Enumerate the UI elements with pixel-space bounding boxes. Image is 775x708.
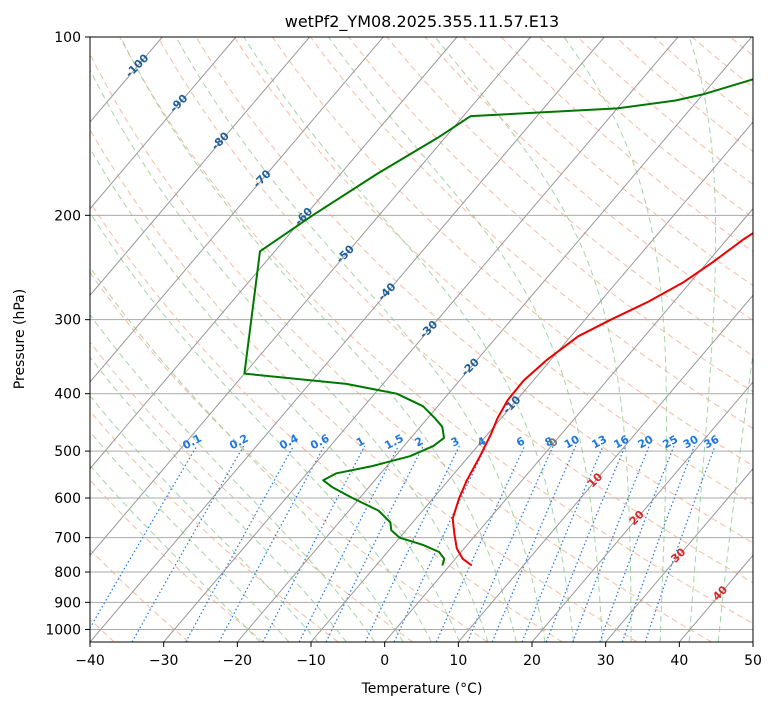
dry-adiabat-line bbox=[615, 37, 753, 153]
y-tick-label: 600 bbox=[54, 491, 81, 507]
y-tick-label: 800 bbox=[54, 565, 81, 581]
x-tick-label: −40 bbox=[75, 653, 105, 669]
y-axis-label: Pressure (hPa) bbox=[12, 289, 28, 389]
y-tick-label: 200 bbox=[54, 208, 81, 224]
y-tick-label: 400 bbox=[54, 387, 81, 403]
moist-adiabat-line bbox=[120, 37, 517, 642]
isotherm-line bbox=[90, 37, 384, 383]
mixing-ratio-line bbox=[545, 445, 626, 642]
mixing-ratio-label: 25 bbox=[660, 433, 680, 452]
temperature-profile-line bbox=[451, 232, 753, 567]
moist-adiabat-line bbox=[434, 37, 632, 642]
mixing-ratio-label: 16 bbox=[612, 433, 632, 452]
dry-adiabat-line bbox=[90, 52, 712, 642]
mixing-ratio-label: 30 bbox=[681, 433, 701, 452]
isotherm-line bbox=[90, 37, 531, 557]
dewpoint-profile-line bbox=[243, 78, 753, 566]
mixing-ratio-line bbox=[393, 445, 487, 642]
moist-adiabat-line bbox=[243, 37, 575, 642]
moist-adiabat-line bbox=[90, 68, 489, 642]
x-tick-label: −30 bbox=[149, 653, 179, 669]
x-tick-label: 50 bbox=[744, 653, 762, 669]
dry-adiabat-line bbox=[233, 37, 753, 505]
isotherm-line bbox=[90, 37, 237, 210]
mixing-ratio-line bbox=[131, 445, 245, 642]
moist-adiabat-line bbox=[90, 313, 376, 642]
dry-adiabat-line bbox=[386, 37, 753, 357]
isotherm-line bbox=[605, 467, 753, 642]
dry-adiabat-line bbox=[157, 37, 753, 584]
x-axis-label: Temperature (°C) bbox=[361, 681, 483, 697]
mixing-ratio-line bbox=[90, 445, 198, 630]
moist-adiabat-line bbox=[90, 211, 432, 642]
y-tick-label: 100 bbox=[54, 30, 81, 46]
moist-adiabat-line bbox=[175, 37, 546, 642]
mixing-ratio-line bbox=[364, 445, 460, 642]
mixing-ratio-line bbox=[298, 445, 400, 642]
dry-adiabat-line bbox=[90, 341, 414, 642]
mixing-ratio-line bbox=[621, 445, 695, 642]
dry-adiabat-line bbox=[424, 37, 753, 321]
y-tick-label: 1000 bbox=[45, 622, 81, 638]
mixing-ratio-line bbox=[599, 445, 675, 642]
mixing-ratio-label: 36 bbox=[702, 433, 722, 452]
moist-adiabat-line bbox=[90, 395, 319, 642]
moist-adiabat-line bbox=[563, 37, 667, 642]
mixing-ratio-line bbox=[572, 445, 650, 642]
moist-adiabat-line bbox=[90, 147, 461, 642]
dry-adiabat-line bbox=[119, 37, 753, 625]
isotherm-line bbox=[90, 37, 605, 642]
dry-adiabat-line bbox=[310, 37, 753, 430]
isotherm-line bbox=[163, 37, 679, 642]
x-tick-label: 0 bbox=[380, 653, 389, 669]
y-tick-label: 300 bbox=[54, 313, 81, 329]
x-tick-label: 30 bbox=[597, 653, 615, 669]
mixing-ratio-line bbox=[262, 445, 366, 642]
isotherm-line bbox=[90, 37, 310, 297]
mixing-ratio-line bbox=[491, 445, 577, 642]
isotherm-line bbox=[384, 207, 753, 642]
isotherm-line bbox=[531, 381, 753, 642]
dry-adiabat-line bbox=[462, 37, 753, 287]
chart-title: wetPf2_YM08.2025.355.11.57.E13 bbox=[285, 12, 559, 32]
mixing-ratio-line bbox=[185, 445, 295, 642]
mixing-ratio-line bbox=[644, 445, 716, 642]
moist-adiabat-line bbox=[688, 37, 717, 642]
isotherm-line bbox=[310, 121, 753, 642]
dry-adiabat-line bbox=[90, 479, 264, 642]
moist-adiabat-line bbox=[90, 431, 290, 642]
mixing-ratio-label: 20 bbox=[636, 433, 656, 452]
mixing-ratio-line bbox=[521, 445, 604, 642]
isotherm-line bbox=[457, 294, 753, 642]
x-tick-label: −10 bbox=[296, 653, 326, 669]
moist-adiabat-line bbox=[90, 356, 347, 642]
x-tick-label: 20 bbox=[523, 653, 541, 669]
mixing-ratio-label: 13 bbox=[589, 433, 609, 452]
isotherm-line bbox=[90, 37, 458, 470]
isotherm-line bbox=[236, 37, 752, 642]
mixing-ratio-line bbox=[218, 445, 325, 642]
dry-adiabat-line bbox=[500, 37, 753, 252]
moist-adiabat-line bbox=[717, 350, 753, 642]
y-tick-label: 500 bbox=[54, 444, 81, 460]
y-tick-label: 700 bbox=[54, 531, 81, 547]
x-tick-label: −20 bbox=[223, 653, 253, 669]
dry-adiabat-line bbox=[195, 37, 753, 544]
moist-adiabat-line bbox=[90, 464, 261, 642]
moist-adiabat-line bbox=[90, 266, 404, 642]
moist-adiabat-line bbox=[328, 37, 603, 642]
x-tick-label: 40 bbox=[670, 653, 688, 669]
y-tick-label: 900 bbox=[54, 595, 81, 611]
mixing-ratio-label: 10 bbox=[562, 433, 582, 452]
plot-frame bbox=[89, 36, 754, 643]
mixing-ratio-line bbox=[325, 445, 424, 642]
x-tick-label: 10 bbox=[449, 653, 467, 669]
